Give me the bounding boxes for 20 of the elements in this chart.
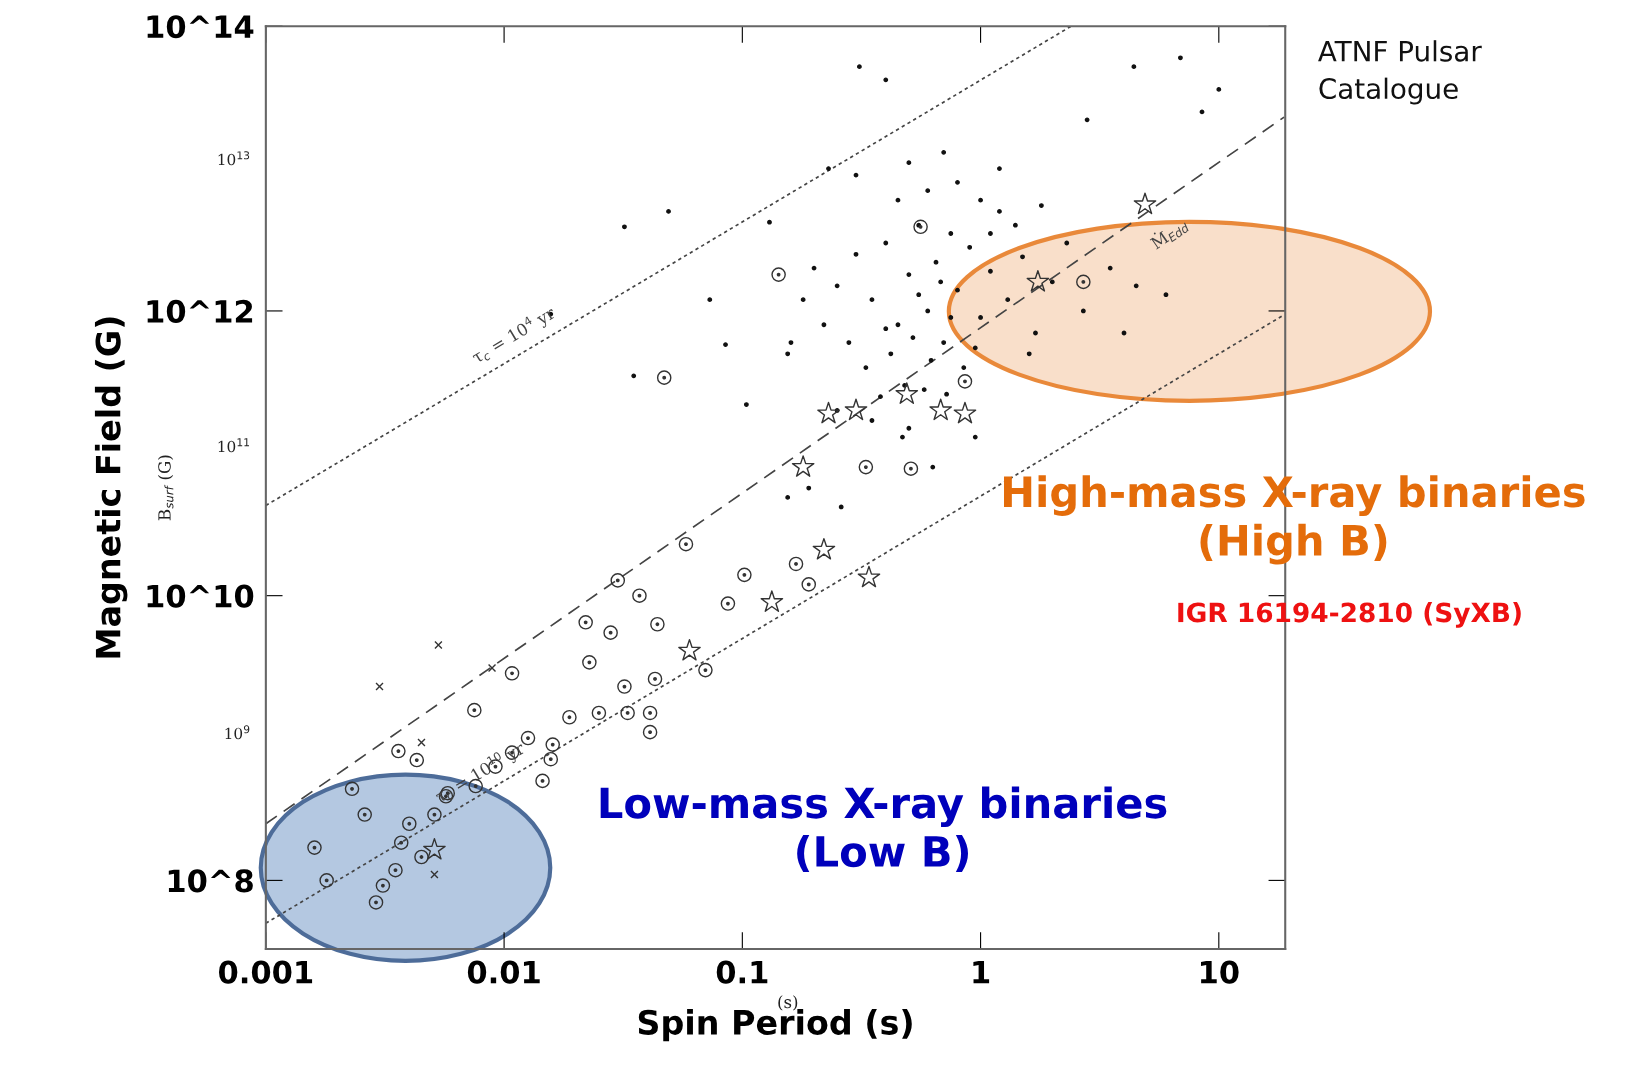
x-tick-label: 10 [1201,960,1239,984]
text: Ṁ$_{Edd}$ [1147,215,1191,253]
text: 10$^{9}$ [225,725,250,740]
text: 10$^{13}$ [218,151,250,166]
y-tick-label: 10^10 [147,584,254,608]
x-axis-title: Spin Period (s) [638,1009,912,1042]
x-tick-label: 1 [973,961,990,984]
text: ATNF Pulsar Catalogue [1318,40,1482,105]
text: B$_{surf}$ (G) [157,455,174,521]
text: τ$_{c}$ = 10$^{4}$ yr [469,303,559,367]
annotation: Low-mass X-ray binaries (Low B) [600,786,1167,873]
text: (s) [778,995,798,1011]
y-tick-label: 10^12 [147,299,253,323]
y-tick-label: 10^14 [147,15,254,39]
x-tick-label: 0.1 [716,960,768,984]
y-axis-title: Magnetic Field (G) [94,317,128,658]
x-tick-label: 0.01 [467,960,540,984]
text: 10$^{11}$ [218,438,250,453]
y-tick-label: 10^8 [168,869,253,893]
x-tick-label: 0.001 [218,960,313,984]
